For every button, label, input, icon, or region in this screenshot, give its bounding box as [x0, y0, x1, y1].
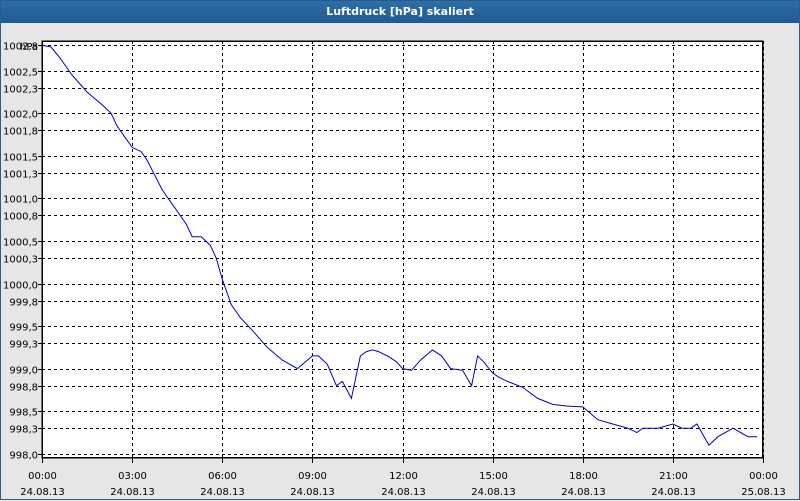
x-tick-time: 09:00 [298, 471, 327, 482]
y-tick-label: 999,0 [9, 366, 38, 377]
x-tick-date: 24.08.13 [200, 487, 245, 498]
window-title: Luftdruck [hPa] skaliert [1, 1, 799, 23]
x-tick-time: 21:00 [659, 471, 688, 482]
x-tick-date: 24.08.13 [651, 487, 696, 498]
y-tick-label: 999,3 [9, 340, 38, 351]
x-tick-time: 18:00 [569, 471, 598, 482]
y-tick-label: 1002,0 [3, 110, 38, 121]
plot-area [41, 40, 764, 459]
x-tick-time: 00:00 [28, 471, 57, 482]
x-tick-time: 12:00 [389, 471, 418, 482]
x-tick-date: 24.08.13 [561, 487, 606, 498]
x-tick-date: 24.08.13 [20, 487, 65, 498]
y-tick-label: 1001,8 [3, 127, 38, 138]
x-tick-date: 24.08.13 [110, 487, 155, 498]
y-tick-label: 998,5 [9, 408, 38, 419]
y-tick-label: 1000,0 [3, 281, 38, 292]
y-unit-label: hPa [20, 42, 38, 53]
y-tick-label: 1002,3 [3, 85, 38, 96]
y-tick-label: 1002,5 [3, 68, 38, 79]
y-tick-label: 1000,3 [3, 255, 38, 266]
x-tick-date: 25.08.13 [741, 487, 786, 498]
x-tick-time: 06:00 [208, 471, 237, 482]
y-tick-label: 998,0 [9, 451, 38, 462]
x-tick-date: 24.08.13 [381, 487, 426, 498]
pressure-line [41, 44, 757, 447]
y-tick-label: 1001,3 [3, 170, 38, 181]
x-tick-time: 15:00 [479, 471, 508, 482]
y-tick-label: 999,5 [9, 323, 38, 334]
y-tick-label: 1001,0 [3, 195, 38, 206]
y-tick-label: 1001,5 [3, 153, 38, 164]
y-tick-label: 1002,8 [3, 42, 38, 53]
y-tick-label: 1000,8 [3, 212, 38, 223]
y-tick-label: 999,8 [9, 298, 38, 309]
y-tick-label: 998,8 [9, 383, 38, 394]
x-tick-time: 00:00 [749, 471, 778, 482]
x-tick-time: 03:00 [118, 471, 147, 482]
y-tick-label: 1000,5 [3, 238, 38, 249]
x-tick-date: 24.08.13 [471, 487, 516, 498]
plot-border [42, 41, 763, 458]
y-tick-label: 998,3 [9, 425, 38, 436]
x-tick-date: 24.08.13 [290, 487, 335, 498]
